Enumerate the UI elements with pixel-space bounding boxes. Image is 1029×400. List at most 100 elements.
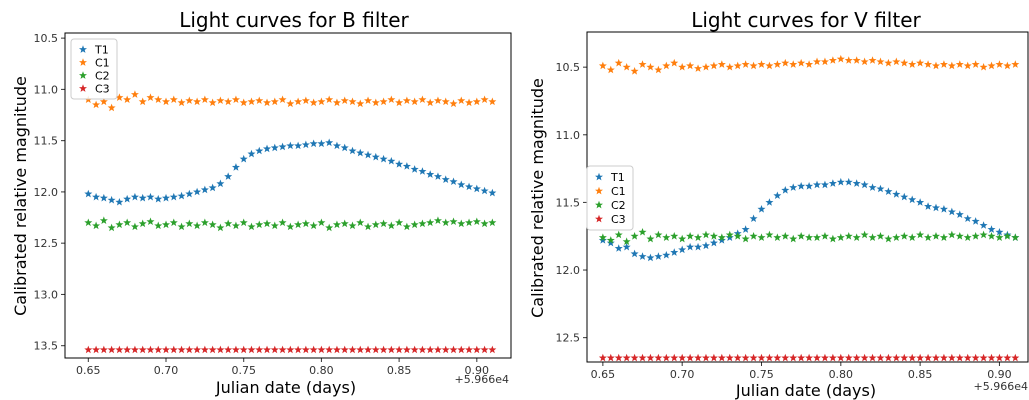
data-point (441, 218, 450, 227)
data-point (955, 232, 964, 240)
data-point (614, 58, 623, 67)
data-point (169, 218, 178, 227)
data-point (979, 353, 988, 362)
data-point (263, 219, 272, 228)
data-point (797, 353, 806, 362)
data-point (99, 216, 108, 225)
legend-label: T1 (94, 44, 109, 57)
data-point (852, 179, 861, 187)
data-point (356, 218, 365, 227)
data-point (208, 183, 217, 192)
x-tick-label: 0.85 (387, 364, 412, 377)
data-point (162, 193, 170, 202)
data-point (84, 218, 93, 227)
data-point (270, 97, 279, 106)
data-point (193, 187, 202, 196)
data-point (480, 95, 489, 104)
data-point (177, 191, 186, 200)
data-point (426, 345, 435, 354)
data-point (606, 236, 615, 244)
data-point (757, 60, 766, 68)
legend-marker (595, 200, 603, 209)
data-point (725, 353, 734, 362)
data-point (115, 345, 124, 354)
data-point (270, 143, 279, 152)
data-point (884, 187, 893, 195)
data-point (301, 96, 310, 105)
data-point (309, 139, 318, 148)
legend-label: T1 (610, 171, 625, 184)
data-point (765, 198, 774, 206)
y-tick-label: 11.0 (34, 83, 59, 96)
data-point (154, 221, 163, 230)
y-tick-label: 11.5 (34, 135, 59, 148)
x-axis-label-b: Julian date (days) (215, 378, 356, 397)
data-point (480, 345, 489, 354)
data-point (892, 190, 901, 198)
data-point (294, 141, 303, 150)
data-point (488, 97, 497, 106)
data-point (598, 233, 607, 241)
data-point (457, 345, 466, 354)
data-point (154, 345, 163, 354)
data-point (208, 98, 217, 107)
data-point (733, 353, 742, 362)
y-tick-label: 12.5 (34, 237, 59, 250)
data-point (749, 232, 758, 240)
data-point (138, 219, 147, 228)
data-point (239, 345, 248, 354)
data-point (733, 61, 742, 70)
data-point (309, 98, 318, 107)
data-point (488, 345, 497, 354)
data-point (395, 218, 404, 227)
data-point (686, 353, 695, 362)
data-point (701, 62, 710, 71)
data-point (247, 345, 256, 354)
data-point (200, 218, 209, 227)
data-point (239, 218, 248, 227)
data-point (138, 345, 147, 354)
data-point (995, 233, 1004, 241)
data-point (402, 162, 411, 170)
data-point (294, 220, 303, 229)
data-point (995, 227, 1004, 236)
data-point (146, 217, 155, 226)
data-point (138, 193, 147, 202)
data-point (987, 225, 996, 233)
data-point (162, 97, 170, 106)
data-point (270, 345, 279, 354)
data-point (433, 96, 442, 105)
data-point (1003, 61, 1012, 70)
data-point (130, 90, 139, 98)
data-point (247, 97, 256, 106)
data-point (638, 60, 647, 68)
data-point (364, 96, 373, 105)
y-tick-label: 10.5 (556, 61, 581, 74)
legend-box (586, 165, 634, 231)
data-point (278, 218, 287, 227)
data-point (971, 217, 980, 225)
data-point (146, 192, 155, 201)
data-point (836, 177, 845, 186)
legend-marker (79, 58, 87, 66)
data-point (757, 233, 766, 241)
data-point (646, 62, 655, 71)
data-point (325, 223, 334, 232)
data-point (340, 143, 349, 152)
data-point (828, 56, 837, 64)
series-c1 (84, 90, 497, 112)
data-point (662, 353, 671, 362)
data-point (836, 54, 845, 63)
series-c1 (598, 54, 1020, 75)
data-point (662, 61, 671, 70)
data-point (130, 222, 139, 231)
legend-label: C1 (611, 185, 626, 198)
data-point (107, 103, 116, 112)
plot-frame (64, 32, 512, 359)
data-point (717, 236, 726, 244)
data-point (317, 345, 326, 354)
data-point (606, 65, 615, 74)
data-point (216, 96, 225, 105)
data-point (939, 204, 948, 213)
